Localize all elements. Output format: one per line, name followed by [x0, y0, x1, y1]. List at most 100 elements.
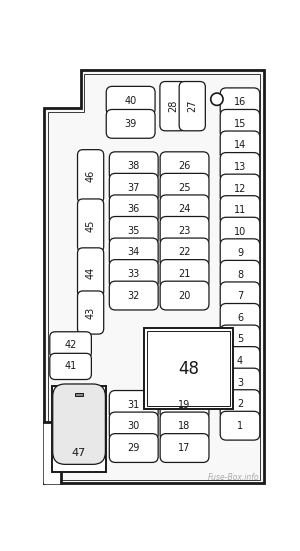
Bar — [144, 328, 233, 409]
FancyBboxPatch shape — [77, 199, 104, 252]
FancyBboxPatch shape — [220, 196, 260, 224]
FancyBboxPatch shape — [160, 82, 186, 131]
Text: 25: 25 — [178, 183, 191, 193]
FancyBboxPatch shape — [50, 332, 92, 358]
FancyBboxPatch shape — [160, 195, 209, 224]
FancyBboxPatch shape — [109, 260, 158, 288]
Text: 18: 18 — [178, 422, 191, 431]
Text: 32: 32 — [128, 290, 140, 301]
Text: 14: 14 — [234, 141, 246, 150]
FancyBboxPatch shape — [220, 239, 260, 268]
Text: 42: 42 — [64, 340, 77, 350]
Polygon shape — [44, 422, 62, 483]
FancyBboxPatch shape — [77, 150, 104, 203]
Text: 39: 39 — [124, 119, 137, 129]
Text: 4: 4 — [237, 356, 243, 366]
Text: 5: 5 — [237, 334, 243, 344]
FancyBboxPatch shape — [220, 304, 260, 332]
Text: 2: 2 — [237, 399, 243, 409]
FancyBboxPatch shape — [109, 217, 158, 245]
FancyBboxPatch shape — [109, 281, 158, 310]
Text: 46: 46 — [85, 170, 96, 182]
FancyBboxPatch shape — [160, 217, 209, 245]
FancyBboxPatch shape — [109, 195, 158, 224]
FancyBboxPatch shape — [179, 82, 205, 131]
FancyBboxPatch shape — [50, 353, 92, 380]
FancyBboxPatch shape — [77, 248, 104, 297]
Text: 48: 48 — [178, 360, 199, 378]
Text: 45: 45 — [85, 219, 96, 232]
Text: 47: 47 — [72, 448, 86, 458]
Text: 11: 11 — [234, 205, 246, 215]
FancyBboxPatch shape — [53, 384, 105, 464]
Text: 35: 35 — [128, 226, 140, 236]
Text: 27: 27 — [187, 100, 197, 112]
FancyBboxPatch shape — [109, 174, 158, 202]
FancyBboxPatch shape — [220, 261, 260, 289]
Text: 16: 16 — [234, 98, 246, 107]
Text: 44: 44 — [85, 266, 96, 279]
Bar — [52, 386, 106, 472]
FancyBboxPatch shape — [160, 152, 209, 181]
Text: Fuse-Box.info: Fuse-Box.info — [208, 473, 259, 482]
Text: 33: 33 — [128, 269, 140, 279]
FancyBboxPatch shape — [109, 434, 158, 462]
Polygon shape — [44, 70, 264, 483]
Circle shape — [211, 93, 223, 105]
FancyBboxPatch shape — [220, 217, 260, 246]
Text: 1: 1 — [237, 421, 243, 431]
Text: 23: 23 — [178, 226, 191, 236]
FancyBboxPatch shape — [220, 88, 260, 117]
FancyBboxPatch shape — [160, 391, 209, 419]
Text: 8: 8 — [237, 270, 243, 280]
FancyBboxPatch shape — [160, 260, 209, 288]
FancyBboxPatch shape — [106, 87, 155, 115]
FancyBboxPatch shape — [220, 347, 260, 375]
FancyBboxPatch shape — [160, 238, 209, 267]
Text: 6: 6 — [237, 313, 243, 323]
FancyBboxPatch shape — [220, 325, 260, 354]
Text: 41: 41 — [64, 361, 77, 371]
Text: 15: 15 — [234, 119, 246, 129]
Text: 7: 7 — [237, 291, 243, 301]
Bar — [147, 331, 230, 406]
FancyBboxPatch shape — [220, 411, 260, 440]
Text: 31: 31 — [128, 400, 140, 410]
FancyBboxPatch shape — [160, 174, 209, 202]
FancyBboxPatch shape — [160, 412, 209, 441]
Text: 3: 3 — [237, 377, 243, 387]
Text: 10: 10 — [234, 226, 246, 237]
Text: 28: 28 — [168, 100, 178, 112]
FancyBboxPatch shape — [106, 110, 155, 138]
Text: 20: 20 — [178, 290, 191, 301]
Text: 19: 19 — [178, 400, 191, 410]
FancyBboxPatch shape — [220, 368, 260, 397]
FancyBboxPatch shape — [220, 174, 260, 203]
Text: 37: 37 — [128, 183, 140, 193]
FancyBboxPatch shape — [220, 390, 260, 419]
Text: 21: 21 — [178, 269, 191, 279]
Text: 43: 43 — [85, 306, 96, 318]
FancyBboxPatch shape — [160, 281, 209, 310]
FancyBboxPatch shape — [77, 291, 104, 334]
Text: 38: 38 — [128, 161, 140, 171]
FancyBboxPatch shape — [220, 153, 260, 181]
FancyBboxPatch shape — [109, 152, 158, 181]
Text: 12: 12 — [234, 183, 246, 193]
Text: 40: 40 — [124, 96, 137, 106]
Text: 29: 29 — [128, 443, 140, 453]
FancyBboxPatch shape — [109, 412, 158, 441]
Text: 17: 17 — [178, 443, 191, 453]
FancyBboxPatch shape — [109, 391, 158, 419]
FancyBboxPatch shape — [160, 434, 209, 462]
Text: 24: 24 — [178, 204, 191, 214]
FancyBboxPatch shape — [220, 110, 260, 138]
Text: 30: 30 — [128, 422, 140, 431]
FancyBboxPatch shape — [109, 238, 158, 267]
Text: 22: 22 — [178, 247, 191, 257]
FancyBboxPatch shape — [220, 131, 260, 160]
Text: 34: 34 — [128, 247, 140, 257]
Text: 36: 36 — [128, 204, 140, 214]
FancyBboxPatch shape — [220, 282, 260, 311]
Text: 13: 13 — [234, 162, 246, 172]
